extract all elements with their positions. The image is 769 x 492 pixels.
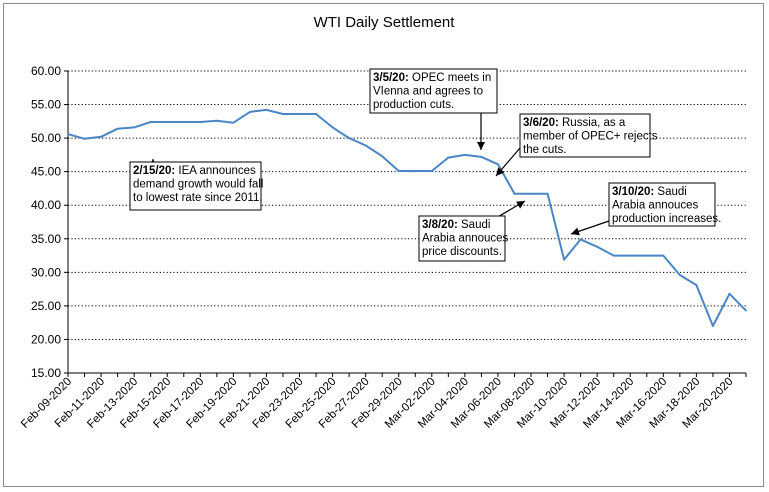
x-axis-ticks: Feb-09-2020Feb-11-2020Feb-13-2020Feb-15-…	[19, 373, 747, 431]
series-line	[67, 108, 747, 327]
annotation-arrowhead	[571, 227, 580, 236]
annotation-text: demand growth would fall	[133, 179, 263, 191]
annotation-date: 3/6/20:	[523, 117, 562, 129]
data-point	[612, 254, 615, 257]
y-axis-ticks: 15.00 20.00 25.00 30.00 35.00 40.00 45.00 50.00…	[31, 64, 68, 380]
axes	[67, 71, 746, 374]
data-point	[67, 133, 69, 135]
data-point	[215, 119, 218, 122]
data-point	[430, 170, 433, 172]
data-point	[83, 137, 86, 140]
chart-title: WTI Daily Settlement	[314, 14, 456, 31]
data-point	[645, 254, 648, 257]
y-tick-label: 40.00	[31, 198, 61, 212]
annotations: 2/15/20: IEA announces demand growth woul…	[129, 68, 721, 262]
y-tick-label: 50.00	[31, 131, 61, 145]
data-point	[712, 325, 714, 327]
annotation-text: to lowest rate since 2011.	[133, 192, 263, 204]
data-point	[662, 254, 665, 257]
annotation-box	[129, 161, 262, 211]
annotation-date: 2/15/20:	[133, 165, 178, 177]
data-point	[480, 156, 483, 158]
data-point	[497, 163, 499, 166]
data-point	[414, 170, 417, 172]
data-point	[563, 258, 565, 261]
annotation-date: 3/10/20:	[612, 186, 657, 198]
annotation-5: 3/10/20: Saudi Arabia annoucesproduction …	[570, 182, 721, 236]
annotation-text: 3/8/20: Saudi	[422, 219, 490, 231]
annotation-text: 3/6/20: Russia, as a	[523, 117, 626, 129]
annotation-text: production increases.	[612, 213, 721, 225]
annotation-arrowhead	[516, 201, 525, 209]
annotation-line: Russia, as a	[562, 117, 626, 129]
annotation-2: 3/5/20: OPEC meets in VIenna and agrees t…	[369, 68, 498, 150]
data-point	[447, 156, 450, 159]
y-tick-label: 55.00	[31, 98, 61, 112]
y-tick-label: 30.00	[31, 265, 61, 279]
annotation-text: price discounts.	[422, 246, 502, 258]
data-point	[348, 137, 351, 140]
annotation-3: 3/6/20: Russia, as a member of OPEC+ reje…	[495, 113, 658, 177]
annotation-text: the cuts.	[523, 144, 566, 156]
annotation-arrowhead	[496, 167, 505, 176]
y-tick-label: 20.00	[31, 332, 61, 346]
data-point	[530, 192, 532, 195]
data-point	[745, 309, 747, 312]
data-point	[182, 121, 185, 123]
annotation-text: VIenna and agrees to	[373, 86, 483, 98]
data-point	[596, 245, 599, 248]
data-point	[678, 274, 681, 276]
annotation-text: Arabia annouces	[422, 233, 509, 245]
data-point	[298, 113, 301, 115]
y-tick-label: 45.00	[31, 165, 61, 179]
annotation-text: 2/15/20: IEA announces	[133, 165, 256, 177]
data-point	[116, 127, 119, 130]
data-point	[199, 121, 202, 123]
annotation-date: 3/5/20:	[373, 72, 412, 84]
data-point	[364, 144, 367, 147]
data-point	[397, 170, 400, 172]
data-point	[133, 126, 136, 129]
annotation-1: 2/15/20: IEA announces demand growth woul…	[129, 159, 263, 211]
data-point	[315, 113, 317, 115]
annotation-box	[369, 68, 498, 114]
y-tick-label: 60.00	[31, 64, 61, 78]
annotation-box	[418, 215, 506, 262]
data-point	[249, 111, 251, 113]
data-point	[546, 192, 549, 195]
data-point	[149, 121, 152, 123]
annotation-text: member of OPEC+ rejects	[523, 131, 658, 143]
data-point	[513, 192, 516, 195]
data-point	[282, 113, 284, 115]
series-polyline	[67, 108, 747, 327]
annotation-date: 3/8/20:	[422, 219, 461, 231]
annotation-text: Arabia annouces	[612, 200, 699, 212]
data-point	[100, 135, 102, 138]
annotation-box	[519, 113, 651, 158]
data-point	[381, 155, 384, 158]
annotation-text: 3/5/20: OPEC meets in	[373, 72, 491, 84]
data-point	[463, 153, 466, 156]
data-point	[166, 121, 169, 123]
annotation-line: IEA announces	[178, 165, 256, 177]
data-point	[695, 284, 698, 286]
data-point	[265, 109, 268, 111]
y-tick-label: 25.00	[31, 299, 61, 313]
annotation-arrowhead	[477, 142, 485, 150]
y-tick-label: 15.00	[31, 366, 61, 380]
data-point	[728, 292, 731, 295]
annotation-line: Saudi	[657, 186, 686, 198]
annotation-box	[608, 182, 716, 227]
data-point	[629, 254, 632, 257]
annotation-line: Saudi	[461, 219, 490, 231]
data-point	[579, 238, 582, 241]
y-tick-label: 35.00	[31, 232, 61, 246]
annotation-text: production cuts.	[373, 99, 454, 111]
data-point	[331, 126, 334, 129]
annotation-text: 3/10/20: Saudi	[612, 186, 687, 198]
data-point	[232, 121, 235, 124]
annotation-line: OPEC meets in	[412, 72, 491, 84]
